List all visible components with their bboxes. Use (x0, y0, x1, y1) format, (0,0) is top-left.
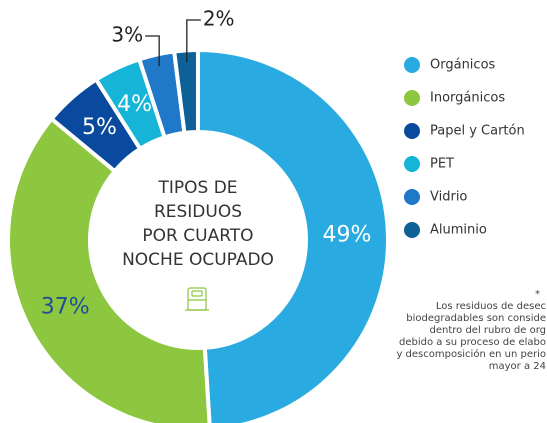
legend-swatch (404, 90, 420, 106)
center-title: RESIDUOS (154, 202, 242, 222)
legend-label: Orgánicos (430, 58, 496, 73)
legend-swatch (404, 123, 420, 139)
donut-segment (196, 47, 390, 423)
value-label: 2% (203, 7, 235, 31)
legend-label: Papel y Cartón (430, 124, 525, 139)
legend-label: PET (430, 157, 454, 172)
legend-label: Aluminio (430, 223, 487, 238)
legend-swatch (404, 57, 420, 73)
donut-segment (6, 116, 212, 423)
value-label: 3% (111, 23, 143, 47)
leader-line (145, 35, 160, 67)
footnote: debido a su proceso de elabo (399, 337, 546, 348)
value-label: 4% (117, 92, 152, 117)
donut-segment (171, 47, 200, 136)
bed-icon (185, 287, 209, 311)
legend-label: Inorgánicos (430, 91, 505, 106)
footnote: dentro del rubro de org (430, 325, 546, 336)
footnote: * (535, 289, 540, 300)
legend-label: Vidrio (430, 190, 467, 205)
footnote: y descomposición en un perio (396, 348, 546, 360)
leader-line (186, 19, 201, 63)
center-title: NOCHE OCUPADO (122, 250, 274, 270)
center-title: TIPOS DE (157, 178, 237, 198)
legend-swatch (404, 189, 420, 205)
footnote: mayor a 24 (489, 361, 546, 372)
legend-swatch (404, 222, 420, 238)
footnote: Los residuos de desec (436, 301, 546, 312)
legend-swatch (404, 156, 420, 172)
value-label: 49% (322, 222, 371, 247)
center-title: POR CUARTO (142, 226, 253, 246)
value-label: 5% (82, 115, 117, 140)
value-label: 37% (41, 295, 90, 320)
footnote: biodegradables son conside (406, 313, 546, 324)
